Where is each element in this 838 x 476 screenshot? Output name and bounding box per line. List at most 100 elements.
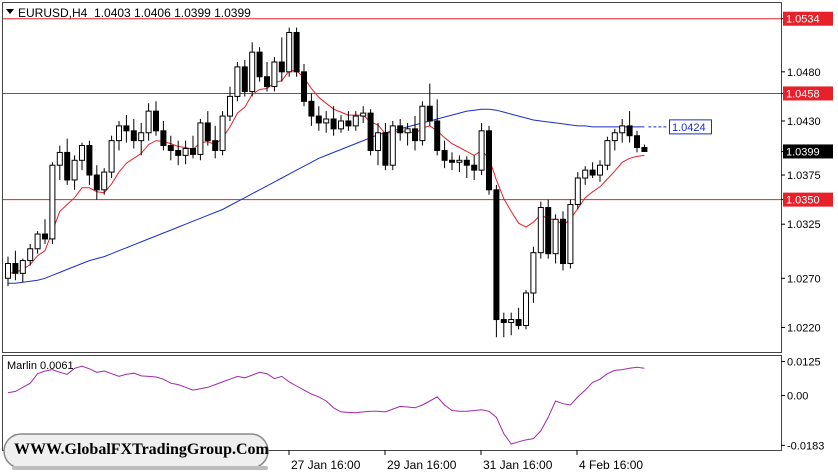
candle-body — [212, 140, 219, 151]
candle-body — [145, 110, 152, 134]
candle-body — [626, 125, 633, 137]
candle-body — [160, 130, 167, 147]
candle-body — [574, 177, 581, 206]
candle-body — [190, 147, 196, 155]
candle-body — [219, 115, 226, 151]
candle — [271, 57, 278, 92]
candle — [182, 140, 189, 165]
candle — [441, 140, 448, 169]
candle-body — [419, 105, 426, 142]
candle-body — [204, 122, 211, 142]
candle — [582, 166, 589, 185]
candle — [323, 111, 330, 133]
candle-body — [508, 319, 515, 324]
candle — [219, 111, 226, 156]
y-axis-ticks: 1.0480 1.0430 1.0375 1.0325 1.0270 1.0220 0.01… — [781, 18, 824, 452]
candle-body — [5, 263, 11, 279]
candle — [523, 290, 529, 330]
candle — [116, 120, 122, 151]
indicator-tick-label: 0.00 — [787, 391, 808, 403]
candle-body — [478, 130, 485, 171]
candle — [537, 201, 544, 259]
candle-body — [456, 159, 463, 163]
candle — [367, 109, 374, 156]
candle — [49, 162, 56, 244]
candle-body — [293, 31, 300, 73]
x-tick-label: 29 Jan 16:00 — [387, 458, 457, 472]
level-badge-label: 1.0534 — [786, 14, 820, 26]
candle — [34, 231, 41, 254]
candle-body — [449, 159, 455, 163]
candle-body — [12, 263, 19, 274]
candle — [204, 111, 211, 146]
candle-body — [197, 122, 204, 155]
candle — [160, 120, 167, 151]
indicator-tick-label: -0.0183 — [787, 440, 824, 452]
ma-slow-line — [8, 108, 668, 284]
candle-body — [412, 128, 418, 142]
candle — [508, 312, 515, 336]
candle-body — [604, 140, 611, 166]
candle — [79, 142, 85, 171]
candle — [138, 122, 145, 156]
candle — [5, 256, 11, 287]
candle — [256, 47, 263, 82]
candle — [278, 37, 285, 82]
candle — [597, 160, 603, 182]
candle-body — [323, 118, 330, 124]
candle-body — [493, 189, 500, 321]
chart-header: EURUSD,H4 1.0403 1.0406 1.0399 1.0399 — [18, 6, 251, 20]
candle-body — [545, 206, 552, 255]
candle — [641, 144, 648, 152]
candle — [264, 61, 270, 92]
candle — [71, 155, 78, 190]
candle — [493, 184, 500, 338]
candle-body — [308, 100, 315, 117]
candle-body — [426, 105, 433, 122]
candle-body — [153, 110, 159, 132]
candle-body — [56, 151, 63, 166]
price-pane-frame — [2, 2, 782, 353]
candle-body — [367, 112, 374, 151]
candle — [530, 246, 537, 303]
watermark-text: WWW.GlobalFXTradingGroup.Com — [14, 441, 269, 458]
candle-body — [227, 95, 233, 117]
last-price-badge — [783, 144, 833, 159]
candle — [419, 101, 426, 146]
candle-body — [101, 171, 108, 191]
y-tick-label: 1.0430 — [787, 116, 821, 128]
candle-body — [286, 31, 293, 73]
candle-body — [271, 61, 278, 88]
candle-body — [471, 164, 478, 171]
candle-body — [116, 125, 122, 142]
level-badge-label: 1.0350 — [786, 195, 820, 207]
candle-body — [167, 145, 174, 151]
candle-body — [182, 147, 189, 156]
candle — [64, 138, 71, 185]
candle-body — [49, 164, 56, 240]
candle-body — [330, 118, 337, 130]
candle — [315, 106, 322, 131]
candle — [412, 116, 418, 151]
candle-body — [301, 71, 307, 102]
candle — [101, 168, 108, 195]
candle — [27, 243, 34, 266]
candle — [375, 122, 381, 166]
candle-body — [434, 120, 441, 151]
indicator-tick-label: 0.0125 — [787, 356, 821, 368]
triangle-down-icon[interactable] — [6, 9, 14, 14]
candle — [301, 63, 307, 107]
candle-body — [79, 145, 85, 161]
candle — [108, 135, 115, 178]
candle-body — [42, 233, 48, 240]
y-tick-label: 1.0325 — [787, 219, 821, 231]
candle-body — [582, 169, 589, 179]
watermark-shadow — [12, 466, 268, 470]
candle — [345, 111, 352, 131]
candle — [567, 199, 574, 269]
candle-body — [278, 61, 285, 73]
x-axis-ticks: 27 Jan 16:00 29 Jan 16:00 31 Jan 16:00 4 Fe… — [288, 450, 643, 472]
candle — [434, 99, 441, 156]
watermark-banner — [3, 433, 269, 470]
